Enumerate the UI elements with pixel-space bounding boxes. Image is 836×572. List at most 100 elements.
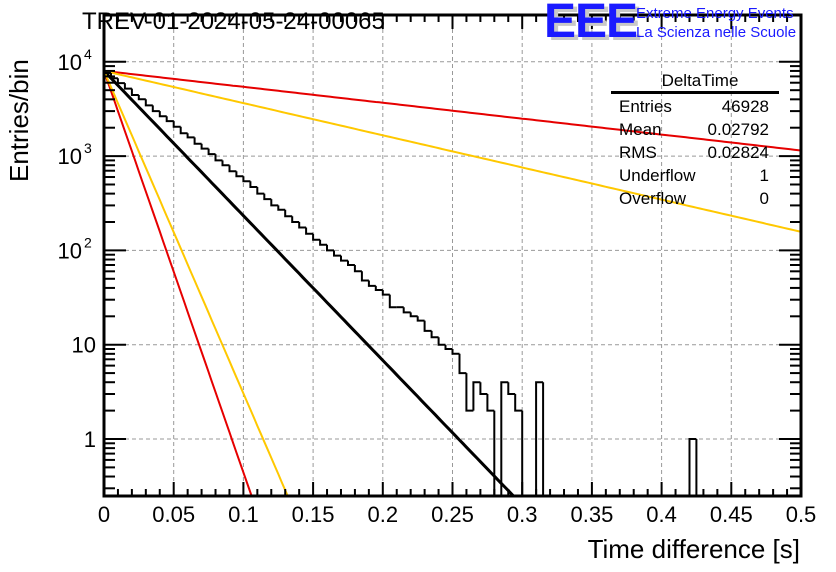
histogram-bin	[200, 143, 209, 150]
stats-value: 0.02792	[707, 120, 769, 139]
histogram-bin	[374, 285, 383, 291]
histogram-bin	[130, 88, 139, 96]
y-tick-label: 10	[58, 144, 82, 169]
histogram-bin	[695, 439, 698, 496]
histogram-bin	[110, 73, 118, 80]
histogram-bin	[472, 381, 481, 411]
histogram-bin	[430, 330, 439, 339]
x-tick-label: 0.5	[786, 502, 817, 527]
x-tick-label: 0.05	[152, 502, 195, 527]
histogram-bin	[423, 320, 432, 332]
stats-label: Mean	[619, 120, 662, 139]
histogram-bin	[319, 239, 327, 246]
eee-logo-mark: EEE	[544, 0, 638, 48]
histogram-bin	[688, 438, 697, 496]
histogram-bin	[214, 154, 223, 162]
histogram-bin	[451, 349, 460, 355]
stats-row-overflow: Overflow 0	[611, 187, 779, 210]
stats-box: DeltaTime Entries 46928 Mean 0.02792 RMS…	[611, 71, 779, 210]
histogram-bin	[298, 222, 307, 229]
logo-line-2: La Scienza nelle Scuole	[636, 24, 797, 41]
histogram-bin	[521, 410, 524, 496]
x-tick-label: 0.4	[646, 502, 677, 527]
histogram-bin	[486, 394, 495, 412]
histogram-bin	[507, 382, 516, 395]
x-tick-label: 0.45	[710, 502, 753, 527]
histogram-bin	[535, 381, 544, 496]
histogram-bin	[465, 373, 474, 412]
stats-value: 0	[759, 189, 769, 208]
histogram-bin	[437, 337, 446, 346]
x-tick-label: 0.15	[292, 502, 335, 527]
stats-value: 1	[759, 166, 769, 185]
x-tick-label: 0.25	[431, 502, 474, 527]
stats-row-underflow: Underflow 1	[611, 164, 779, 187]
histogram-bin	[123, 83, 132, 90]
fit-curve-exponential-fit	[104, 69, 516, 496]
histogram-bin	[340, 255, 348, 262]
histogram-bin	[347, 260, 355, 266]
histogram-bin	[388, 294, 397, 309]
histogram-bin	[228, 165, 237, 173]
histogram-bin	[270, 199, 279, 207]
histogram-bin	[186, 133, 195, 139]
histogram-bin	[500, 381, 509, 496]
histogram-bin	[221, 160, 230, 167]
histogram-bin	[277, 205, 286, 211]
histogram-bin	[458, 353, 467, 375]
histogram-bin	[151, 105, 160, 113]
logo-line-1: Extreme Energy Events	[636, 5, 794, 22]
histogram-bin	[305, 227, 314, 235]
histogram-bin	[409, 312, 418, 318]
histogram-bin	[144, 99, 153, 107]
histogram-bin	[263, 193, 272, 201]
histogram-bin	[193, 137, 202, 145]
stats-label: Entries	[619, 97, 672, 116]
stats-value: 0.02824	[707, 143, 769, 162]
y-tick-label: 10	[58, 50, 82, 75]
histogram-bin	[242, 176, 251, 183]
fit-curve-red-steep	[104, 70, 253, 496]
histogram-bin	[333, 250, 341, 257]
y-tick-exponent: 2	[84, 234, 92, 250]
histogram-bin	[291, 216, 300, 223]
histogram-bin	[312, 233, 321, 241]
stats-value: 46928	[721, 97, 769, 116]
fit-curves	[104, 69, 801, 496]
y-tick-label: 10	[72, 333, 96, 358]
histogram-bin	[172, 121, 181, 128]
histogram-bin	[249, 181, 258, 188]
stats-row-entries: Entries 46928	[611, 95, 779, 118]
histogram-bin	[256, 187, 265, 195]
stats-label: Overflow	[619, 189, 687, 208]
stats-row-mean: Mean 0.02792	[611, 118, 779, 141]
stats-row-rms: RMS 0.02824	[611, 141, 779, 164]
x-tick-label: 0.1	[228, 502, 259, 527]
y-tick-exponent: 4	[84, 46, 92, 62]
histogram-bin	[493, 410, 496, 496]
x-tick-label: 0.35	[570, 502, 613, 527]
stats-label: Underflow	[619, 166, 696, 185]
fit-curve-yellow-shallow	[104, 69, 801, 233]
fit-curve-yellow-steep	[104, 70, 289, 496]
histogram-bin	[542, 382, 545, 496]
histogram-bin	[402, 307, 411, 314]
x-tick-labels: 0 0.05 0.1 0.15 0.2 0.25 0.3 0.35 0.4 0.45 0.5	[98, 502, 816, 527]
histogram-bin	[116, 78, 125, 85]
y-axis-label: Entries/bin	[4, 59, 34, 182]
histogram-bin	[326, 244, 334, 252]
histogram-bin	[353, 265, 362, 273]
histogram-bin	[207, 148, 216, 156]
histogram-bin	[284, 209, 293, 218]
y-tick-label: 1	[84, 427, 96, 452]
stats-divider	[611, 91, 779, 94]
x-tick-label: 0.3	[507, 502, 538, 527]
histogram-bin	[360, 271, 369, 282]
chart-title: TREV-01-2024-05-24-00065	[82, 8, 385, 35]
eee-logo: EEE Extreme Energy Events La Scienza nel…	[540, 0, 836, 48]
histogram-bin	[165, 116, 174, 123]
fit-curve-red-shallow	[104, 69, 801, 152]
histogram-bin	[514, 394, 523, 412]
histogram-bin	[104, 72, 111, 496]
